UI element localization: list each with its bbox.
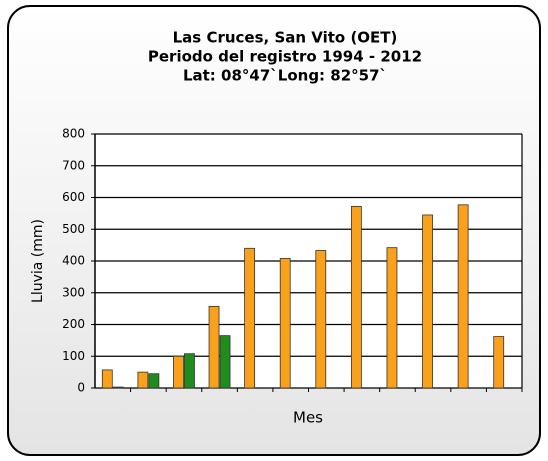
y-tick-label: 0 (77, 381, 85, 395)
bar (208, 306, 220, 389)
bar (457, 204, 469, 389)
bar (386, 247, 398, 389)
y-tick-label: 400 (62, 254, 85, 268)
bar (112, 386, 124, 389)
y-axis-label: Lluvia (mm) (30, 219, 46, 303)
bar (101, 369, 113, 389)
chart-subtitle: Periodo del registro 1994 - 2012 (148, 48, 422, 66)
bar (244, 247, 256, 389)
chart-title: Las Cruces, San Vito (OET) (173, 29, 398, 47)
bar (422, 214, 433, 389)
y-tick-label: 500 (62, 222, 85, 236)
bar (173, 355, 184, 389)
bar (315, 250, 327, 389)
bar (137, 371, 149, 389)
y-tick-label: 800 (62, 127, 85, 141)
chart-subtitle: Lat: 08°47`Long: 82°57` (183, 67, 387, 85)
bar (219, 335, 231, 389)
y-tick-label: 600 (62, 190, 85, 204)
y-tick-label: 200 (62, 317, 85, 331)
bar (279, 258, 291, 389)
x-axis-label: Mes (293, 409, 323, 427)
bar (493, 336, 505, 389)
y-tick-label: 700 (62, 158, 85, 172)
y-tick-label: 300 (62, 285, 85, 299)
y-tick-label: 100 (62, 349, 85, 363)
bar (148, 373, 160, 389)
bar (350, 205, 362, 389)
bar (184, 353, 195, 389)
